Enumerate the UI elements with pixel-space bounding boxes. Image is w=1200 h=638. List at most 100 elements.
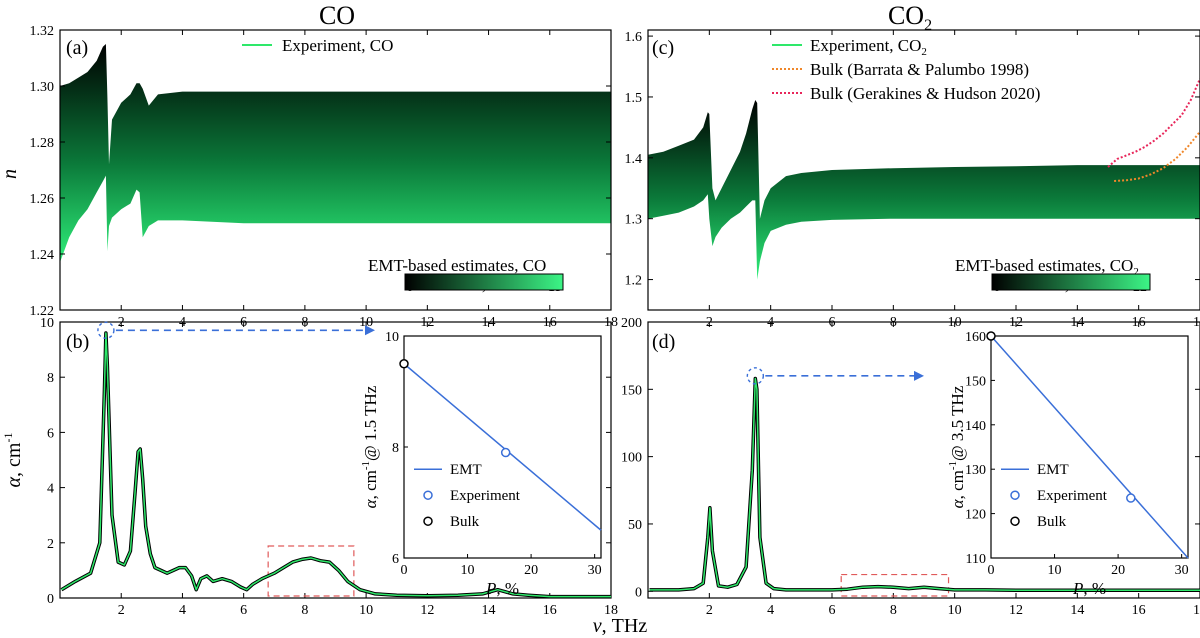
- panel-d-inset-ytick-label: 160: [965, 330, 986, 345]
- panel-b-xtick-label: 12: [420, 603, 434, 618]
- panel-d-label: (d): [652, 331, 675, 353]
- panel-b-inset-xlabel-unit: , %: [496, 579, 519, 598]
- panel-b-inset-ytick-label: 10: [385, 330, 399, 345]
- panel-d-highlight-box: [840, 573, 950, 597]
- panel-c-bulk-barrata-line: [1114, 131, 1200, 182]
- panel-d-inset-legend-emt: EMT: [1037, 462, 1069, 478]
- panel-b-ytick-label: 4: [47, 482, 54, 497]
- panel-b-inset-ylabel-unit: , cm: [361, 470, 380, 499]
- panel-b-ytick-label: 6: [47, 426, 54, 441]
- panel-d-xtick-label: 10: [948, 603, 962, 618]
- panel-a-ytick-label: 1.30: [30, 80, 55, 95]
- panel-b-ylabel-alpha: α: [3, 476, 25, 487]
- panel-c-label: (c): [652, 37, 674, 59]
- panel-b-inset-xtick-label: 0: [401, 563, 408, 578]
- panel-b-inset-ylabel-sup: -1: [360, 461, 372, 470]
- panel-b-inset-legend-emt: EMT: [450, 462, 482, 478]
- panel-d-xtick-label: 12: [1009, 603, 1023, 618]
- panel-c: 246810121416181.21.31.41.51.6 (c) Experi…: [625, 29, 1200, 330]
- panel-d-inset-xtick-label: 10: [1048, 563, 1062, 578]
- panel-d-xtick-label: 6: [829, 603, 836, 618]
- panel-d-inset-ylabel-sup: -1: [947, 461, 959, 470]
- panel-c-ytick-label: 1.3: [625, 213, 643, 228]
- panel-b-xtick-label: 10: [359, 603, 373, 618]
- panel-a-emt-area: [60, 44, 611, 263]
- panel-c-colorbar-title-sub: 2: [1133, 266, 1139, 278]
- panel-b-ylabel: α, cm-1: [1, 433, 25, 488]
- panel-a-colorbar-title: EMT-based estimates, CO: [368, 256, 546, 275]
- panel-b-inset-xtick-label: 30: [588, 563, 602, 578]
- panel-a-ytick-label: 1.24: [30, 248, 55, 263]
- panel-d-inset-ytick-label: 110: [966, 552, 986, 567]
- panel-a-ytick-label: 1.32: [30, 24, 55, 39]
- panel-d-xtick-label: 2: [706, 603, 713, 618]
- panel-c-emt-area: [648, 100, 1200, 280]
- panel-d-inset-xtick-label: 20: [1111, 563, 1125, 578]
- title-right-main: CO: [888, 1, 924, 30]
- panel-b-xtick-label: 4: [179, 603, 186, 618]
- panel-d-xtick-label: 8: [890, 603, 897, 618]
- panel-d-inset-ylabel-tail: @ 3.5 THz: [948, 385, 967, 461]
- panel-a-colorbar: [404, 273, 564, 291]
- panel-c-legend-experiment-sub: 2: [921, 46, 927, 58]
- panel-a: 246810121416181.221.241.261.281.301.32 (…: [30, 24, 619, 330]
- panel-b-inset: 0 10 20 30 6 8 10 EMT Experiment Bulk P, % α, cm-1@…: [360, 330, 602, 598]
- panel-b-inset-experiment-point: [500, 447, 511, 458]
- panel-c-ytick-label: 1.4: [625, 152, 643, 167]
- panel-d-ytick-label: 0: [635, 585, 642, 600]
- panel-c-ytick-label: 1.5: [625, 91, 643, 106]
- panel-b-ytick-label: 8: [47, 371, 54, 386]
- panel-b-inset-legend-experiment: Experiment: [450, 488, 521, 504]
- panel-b-ytick-label: 10: [40, 316, 54, 331]
- panel-b-inset-xtick-label: 10: [461, 563, 475, 578]
- panel-b-xtick-label: 14: [482, 603, 496, 618]
- panel-d-inset-xlabel-p: P: [1072, 579, 1083, 598]
- panel-a-frame: [59, 29, 612, 311]
- x-axis-label-nu: ν: [593, 615, 602, 637]
- panel-d-inset-legend-bulk-marker: [1010, 516, 1020, 526]
- panel-d-xtick-label: 16: [1132, 603, 1146, 618]
- panel-d-inset-ylabel-alpha: α: [948, 498, 967, 508]
- panel-b-frame: [59, 321, 612, 599]
- panel-b-ylabel-sup: -1: [1, 433, 15, 443]
- panel-b-xtick-label: 16: [543, 603, 557, 618]
- panel-d-ytick-label: 50: [628, 518, 642, 533]
- panel-b-inset-emt-line: [403, 363, 602, 531]
- panel-b-ticks: 2 4 6 8 10 12 14 16 18 0 2 4 6 8 10: [40, 316, 618, 618]
- panel-b-highlight-box: [267, 545, 355, 597]
- panel-d-inset-ytick-label: 120: [965, 508, 986, 523]
- panel-a-ylabel: n: [0, 169, 21, 179]
- panel-d-inset-legend-experiment: Experiment: [1037, 488, 1108, 504]
- panel-b-label: (b): [66, 331, 89, 353]
- x-axis-label: ν, THz: [593, 615, 648, 637]
- panel-d-inset-xtick-label: 0: [988, 563, 995, 578]
- panel-c-frame: [647, 29, 1200, 311]
- panel-d-ytick-label: 200: [621, 316, 642, 331]
- panel-b-inset-xtick-label: 20: [524, 563, 538, 578]
- panel-b-xtick-label: 2: [118, 603, 125, 618]
- panel-a-label: (a): [66, 37, 88, 59]
- panel-d-inset-experiment-point: [1126, 493, 1136, 503]
- panel-c-legend-experiment-main: Experiment, CO: [810, 36, 921, 55]
- panel-d-inset-xlabel: P, %: [1072, 579, 1106, 598]
- panel-c-bulk-gerakines-line: [1107, 78, 1200, 168]
- panel-d-xtick-label: 14: [1070, 603, 1084, 618]
- panel-d-inset: 0 10 20 30 110 120 130 140 150 160 EMT Experiment Bu…: [947, 330, 1189, 598]
- panel-d-experiment-line: [649, 377, 1200, 591]
- panel-b-inset-ytick-label: 8: [392, 441, 399, 456]
- panel-d-ytick-label: 150: [621, 383, 642, 398]
- panel-b-inset-legend-bulk-marker: [423, 516, 433, 526]
- panel-b-inset-bulk-point: [399, 359, 409, 369]
- panel-a-ytick-label: 1.22: [30, 304, 55, 319]
- x-axis-label-unit: , THz: [602, 615, 648, 637]
- panel-d-inset-xtick-label: 30: [1175, 563, 1189, 578]
- panel-b-ytick-label: 2: [47, 537, 54, 552]
- panel-c-ytick-label: 1.6: [625, 30, 643, 45]
- title-right: CO2: [888, 1, 932, 34]
- panel-c-legend-experiment: Experiment, CO2: [810, 36, 927, 58]
- panel-b-inset-legend-experiment-marker: [423, 490, 433, 500]
- panel-d-xtick-label: 4: [767, 603, 774, 618]
- panel-c-ytick-label: 1.2: [625, 274, 643, 289]
- panel-d-frame: [647, 321, 1200, 599]
- panel-b-xtick-label: 18: [604, 603, 618, 618]
